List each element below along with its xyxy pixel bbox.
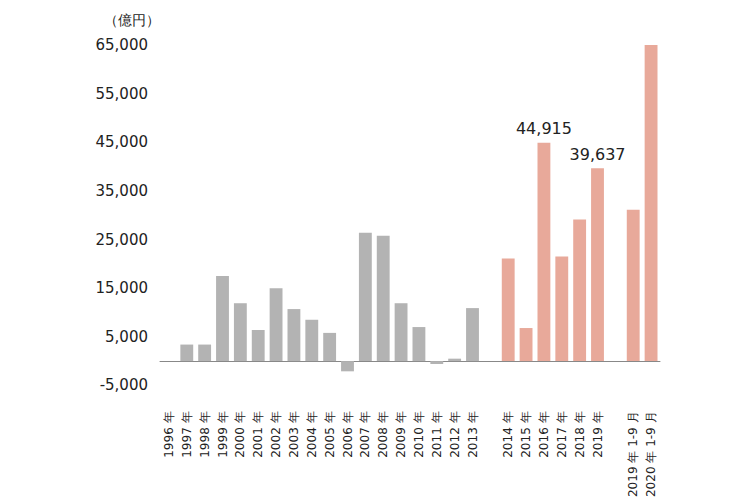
svg-text:2016 年: 2016 年 — [537, 411, 551, 457]
svg-text:2003 年: 2003 年 — [287, 411, 301, 457]
svg-text:39,637: 39,637 — [570, 145, 626, 164]
svg-text:15,000: 15,000 — [96, 279, 149, 297]
svg-text:2004 年: 2004 年 — [305, 411, 319, 457]
svg-text:55,000: 55,000 — [96, 85, 149, 103]
svg-text:2020 年 1-9 月: 2020 年 1-9 月 — [644, 411, 658, 497]
svg-text:2011 年: 2011 年 — [430, 411, 444, 457]
svg-text:2010 年: 2010 年 — [412, 411, 426, 457]
svg-text:5,000: 5,000 — [105, 328, 148, 346]
svg-text:1996 年: 1996 年 — [162, 411, 176, 457]
svg-text:2012 年: 2012 年 — [448, 411, 462, 457]
svg-text:2005 年: 2005 年 — [323, 411, 337, 457]
svg-text:2002 年: 2002 年 — [269, 411, 283, 457]
svg-text:2017 年: 2017 年 — [555, 411, 569, 457]
svg-text:25,000: 25,000 — [96, 231, 149, 249]
svg-text:65,000: 65,000 — [96, 36, 149, 54]
svg-text:2018 年: 2018 年 — [573, 411, 587, 457]
svg-text:45,000: 45,000 — [96, 133, 149, 151]
svg-text:2001 年: 2001 年 — [251, 411, 265, 457]
svg-text:2006 年: 2006 年 — [341, 411, 355, 457]
svg-text:2009 年: 2009 年 — [394, 411, 408, 457]
svg-text:2013 年: 2013 年 — [466, 411, 480, 457]
svg-text:44,915: 44,915 — [516, 119, 572, 138]
svg-text:2008 年: 2008 年 — [376, 411, 390, 457]
svg-text:1999 年: 1999 年 — [216, 411, 230, 457]
svg-text:1997 年: 1997 年 — [180, 411, 194, 457]
svg-text:2014 年: 2014 年 — [501, 411, 515, 457]
svg-text:2019 年 1-9 月: 2019 年 1-9 月 — [626, 411, 640, 497]
svg-text:35,000: 35,000 — [96, 182, 149, 200]
svg-text:-5,000: -5,000 — [100, 376, 148, 394]
svg-text:2007 年: 2007 年 — [358, 411, 372, 457]
svg-text:2019 年: 2019 年 — [591, 411, 605, 457]
svg-text:2015 年: 2015 年 — [519, 411, 533, 457]
svg-text:2000 年: 2000 年 — [233, 411, 247, 457]
svg-text:（億円）: （億円） — [104, 12, 160, 28]
svg-text:1998 年: 1998 年 — [198, 411, 212, 457]
